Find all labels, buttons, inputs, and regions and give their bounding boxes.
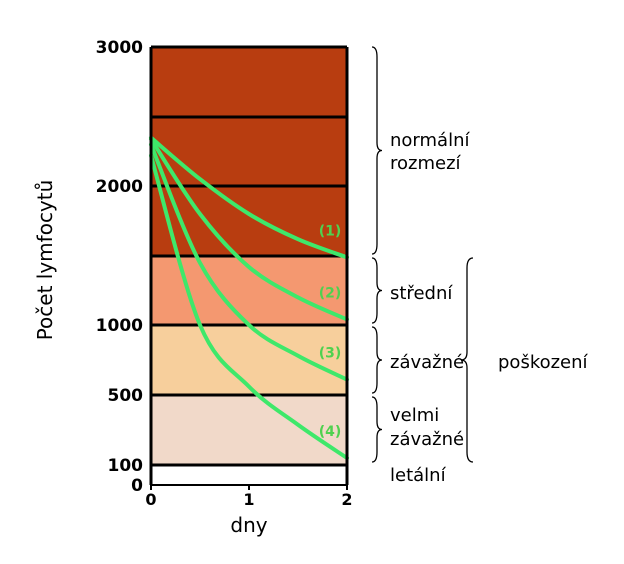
zone-band-4 (151, 465, 347, 485)
zone-label-1: střední (390, 283, 453, 304)
series-curve-4 (149, 153, 349, 460)
zone-band-0 (151, 47, 347, 256)
zone-band-3 (151, 395, 347, 465)
zone-label-0: normální (390, 130, 470, 151)
y-axis-ticks: 3000 2000 1000 500 1000 (96, 38, 143, 496)
series-label-2: (2) (319, 285, 342, 301)
brace-stredni (371, 257, 383, 324)
zone-bands (151, 47, 347, 485)
series-label-1: (1) (319, 223, 342, 239)
y-tick-label: 2000 (96, 177, 143, 197)
series-curve-2 (149, 137, 349, 322)
y-tick-label: 0 (131, 476, 143, 496)
y-axis-label: Počet lymfocytů (33, 180, 57, 341)
brace-normal (371, 46, 383, 255)
y-tick-label: 1000 (96, 316, 143, 336)
brace-velmi-zavazne (371, 396, 383, 463)
zone-label-3: závažné (390, 429, 464, 450)
y-tick-label: 500 (108, 386, 144, 406)
x-axis-ticks: 0 1 2 (145, 485, 353, 509)
y-tick-label: 100 (108, 456, 144, 476)
zone-label-4: letální (390, 465, 447, 486)
x-tick-label: 0 (145, 490, 156, 509)
zone-label-2: závažné (390, 352, 464, 373)
zone-label-3: velmi (390, 405, 439, 426)
brace-poskozeni (460, 257, 474, 463)
zone-band-2 (151, 325, 347, 395)
zone-label-0: rozmezí (390, 153, 462, 174)
series-label-3: (3) (319, 346, 342, 362)
group-label: poškození (498, 352, 589, 373)
series-label-4: (4) (319, 424, 342, 440)
y-tick-label: 3000 (96, 38, 143, 58)
x-axis-label: dny (230, 513, 267, 537)
x-tick-label: 2 (341, 490, 352, 509)
series-curve-3 (149, 142, 349, 382)
zone-braces (371, 46, 474, 463)
brace-zavazne (371, 326, 383, 394)
x-tick-label: 1 (243, 490, 254, 509)
series-curves: (1) (2) (3) (4) (149, 135, 349, 460)
series-curve-1 (149, 135, 349, 260)
